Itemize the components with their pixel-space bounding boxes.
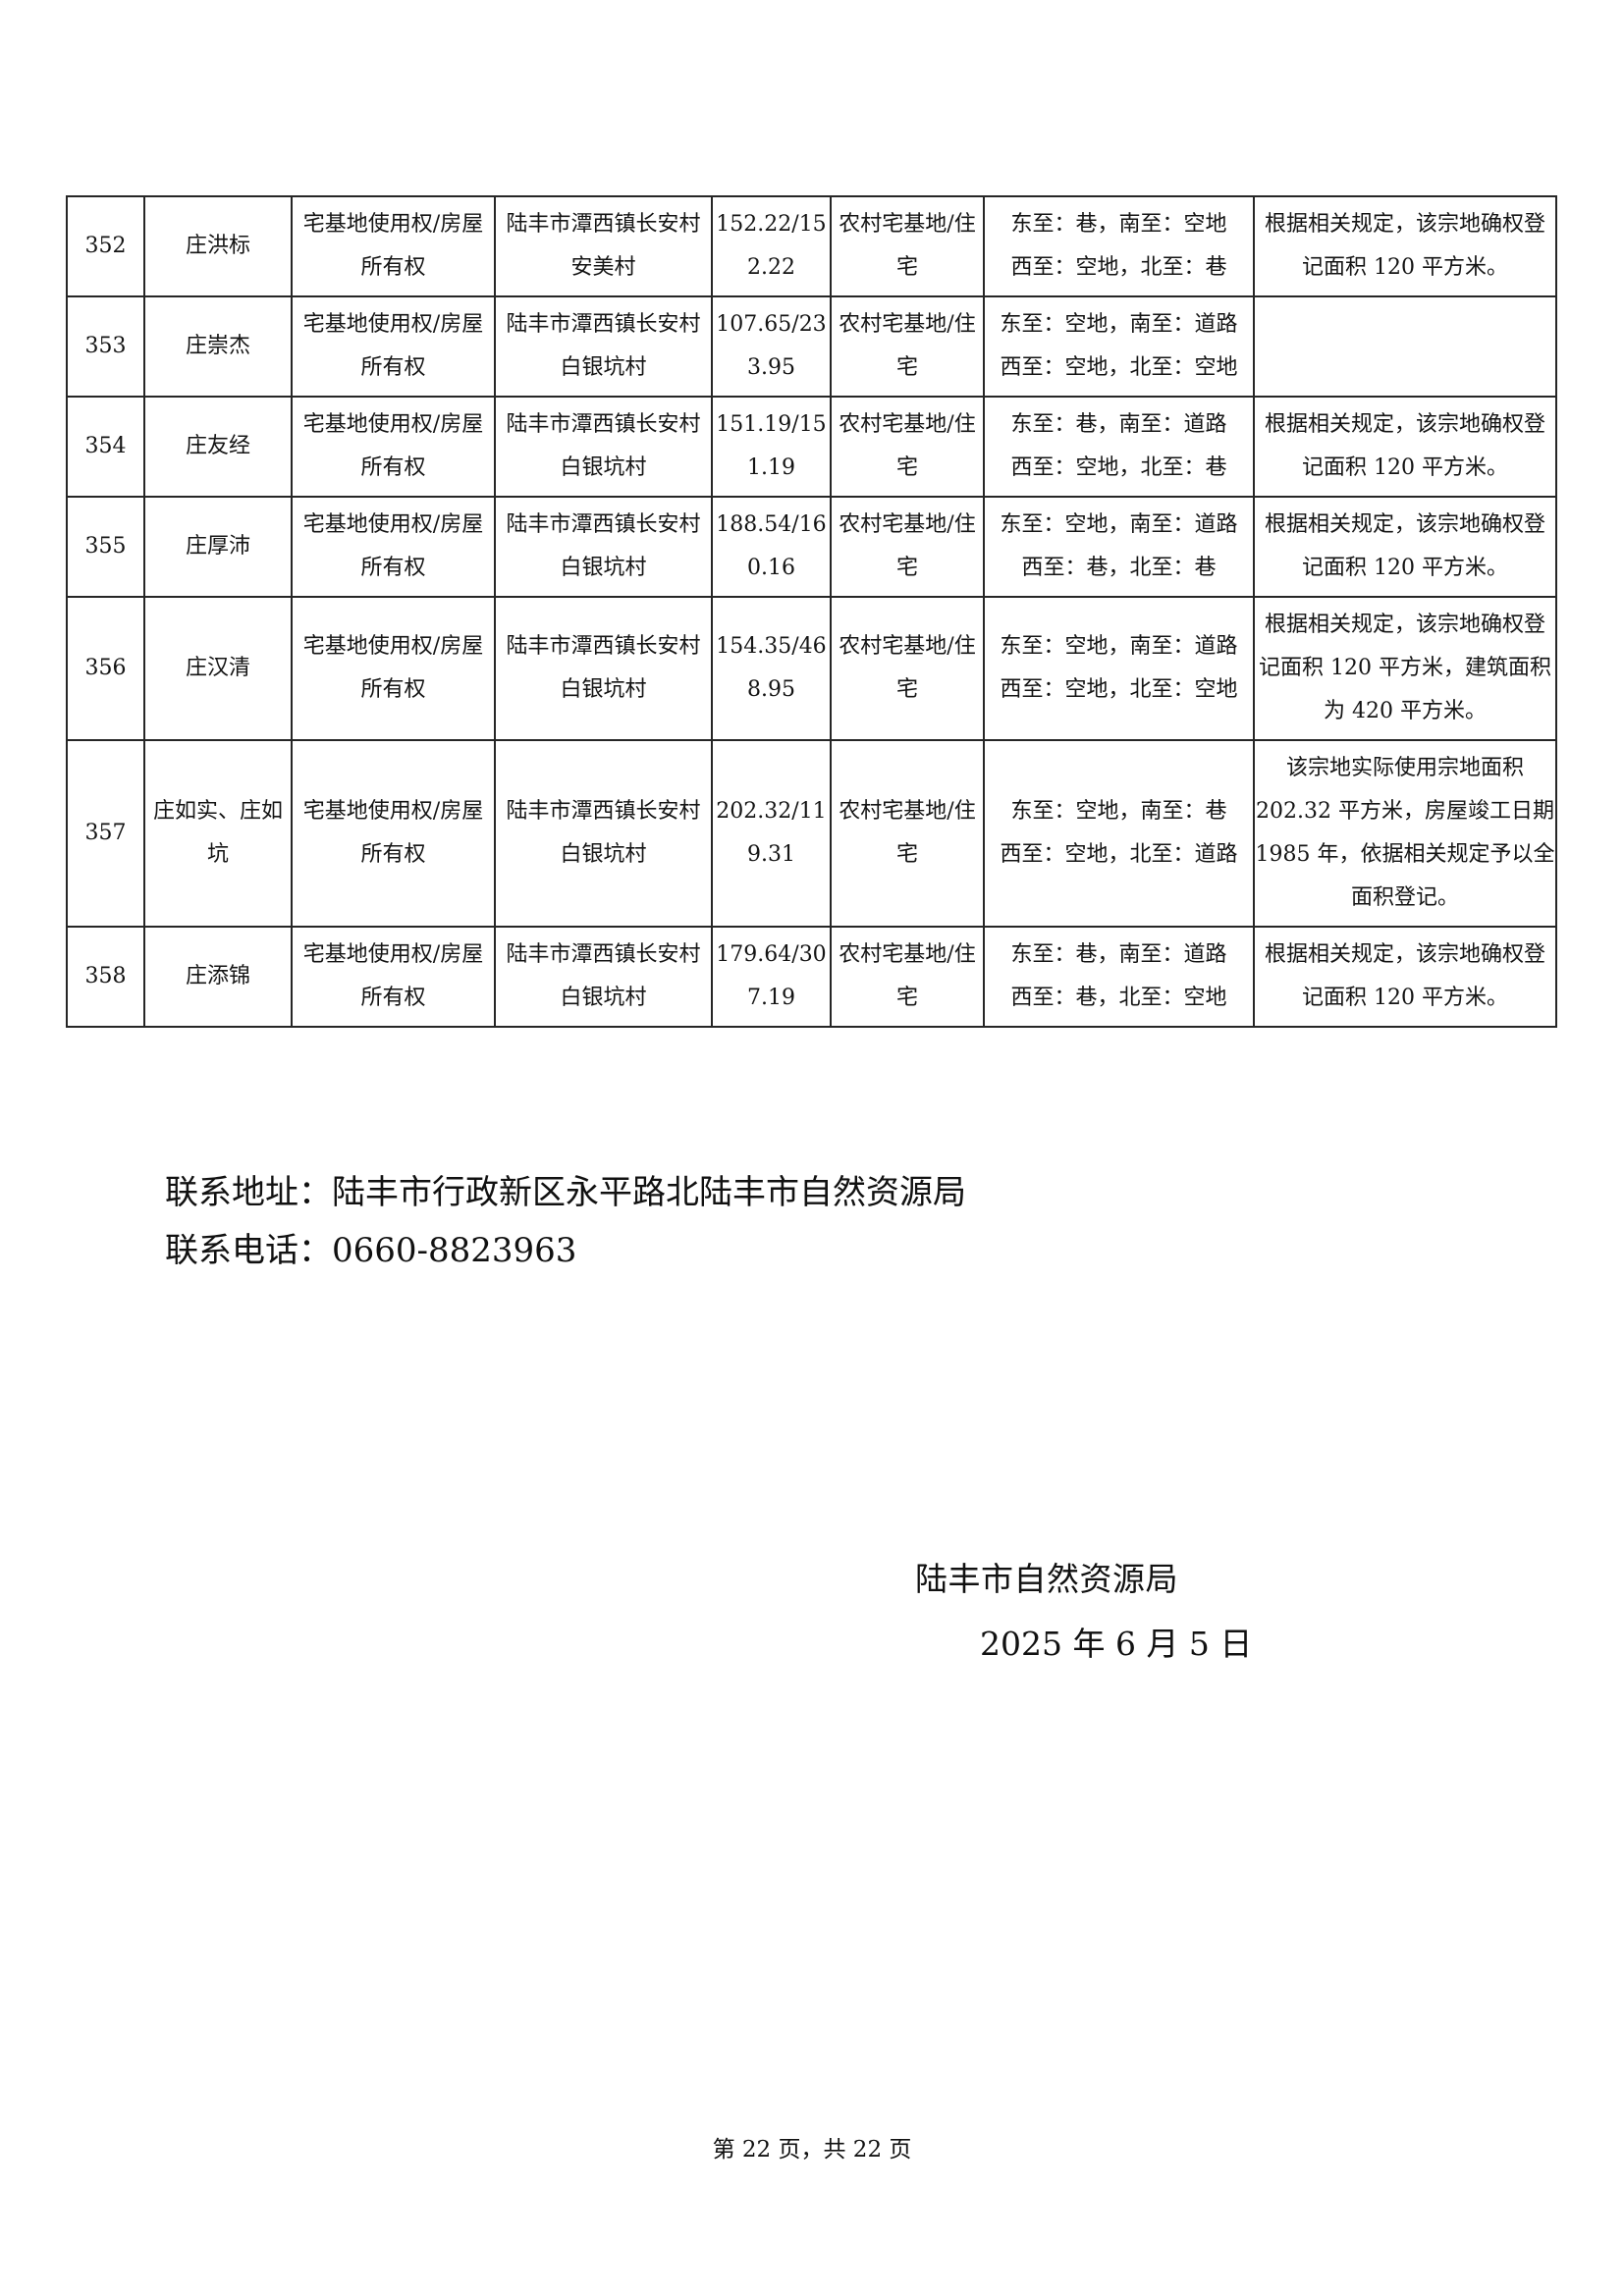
contact-block: 联系地址：陆丰市行政新区永平路北陆丰市自然资源局 联系电话：0660-88239… [165, 1164, 966, 1280]
cell-owner-name: 庄汉清 [143, 596, 293, 741]
signature-date: 2025 年 6 月 5 日 [980, 1625, 1253, 1663]
table-row: 358 庄添锦 宅基地使用权/房屋所有权 陆丰市潭西镇长安村白银坑村 179.6… [66, 926, 1557, 1028]
cell-right-type: 宅基地使用权/房屋所有权 [291, 195, 496, 297]
cell-serial-number: 355 [66, 496, 145, 598]
cell-owner-name: 庄崇杰 [143, 295, 293, 398]
cell-boundaries: 东至：巷，南至：道路 西至：巷，北至：空地 [983, 926, 1255, 1028]
cell-right-type: 宅基地使用权/房屋所有权 [291, 596, 496, 741]
cell-area: 154.35/468.95 [711, 596, 832, 741]
table-row: 352 庄洪标 宅基地使用权/房屋所有权 陆丰市潭西镇长安村安美村 152.22… [66, 195, 1557, 297]
cell-location: 陆丰市潭西镇长安村白银坑村 [494, 739, 713, 928]
cell-right-type: 宅基地使用权/房屋所有权 [291, 496, 496, 598]
cell-area: 107.65/233.95 [711, 295, 832, 398]
cell-serial-number: 354 [66, 396, 145, 498]
contact-address: 联系地址：陆丰市行政新区永平路北陆丰市自然资源局 [165, 1173, 966, 1212]
cell-notes: 根据相关规定，该宗地确权登记面积 120 平方米。 [1253, 396, 1557, 498]
cell-owner-name: 庄如实、庄如坑 [143, 739, 293, 928]
table-row: 357 庄如实、庄如坑 宅基地使用权/房屋所有权 陆丰市潭西镇长安村白银坑村 2… [66, 739, 1557, 928]
cell-land-use: 农村宅基地/住宅 [830, 396, 985, 498]
cell-boundaries: 东至：空地，南至：道路 西至：空地，北至：空地 [983, 295, 1255, 398]
cell-boundaries: 东至：空地，南至：道路 西至：巷，北至：巷 [983, 496, 1255, 598]
cell-owner-name: 庄洪标 [143, 195, 293, 297]
cell-area: 179.64/307.19 [711, 926, 832, 1028]
cell-location: 陆丰市潭西镇长安村安美村 [494, 195, 713, 297]
cell-area: 151.19/151.19 [711, 396, 832, 498]
contact-phone: 联系电话：0660-8823963 [165, 1231, 577, 1270]
cell-boundaries: 东至：空地，南至：巷 西至：空地，北至：道路 [983, 739, 1255, 928]
cell-serial-number: 357 [66, 739, 145, 928]
cell-notes: 该宗地实际使用宗地面积 202.32 平方米，房屋竣工日期 1985 年，依据相… [1253, 739, 1557, 928]
page-footer: 第 22 页，共 22 页 [712, 2137, 912, 2163]
cell-land-use: 农村宅基地/住宅 [830, 195, 985, 297]
signature-organization: 陆丰市自然资源局 [915, 1560, 1178, 1598]
table-row: 356 庄汉清 宅基地使用权/房屋所有权 陆丰市潭西镇长安村白银坑村 154.3… [66, 596, 1557, 741]
cell-land-use: 农村宅基地/住宅 [830, 739, 985, 928]
cell-land-use: 农村宅基地/住宅 [830, 596, 985, 741]
cell-notes: 根据相关规定，该宗地确权登记面积 120 平方米，建筑面积为 420 平方米。 [1253, 596, 1557, 741]
cell-location: 陆丰市潭西镇长安村白银坑村 [494, 596, 713, 741]
cell-right-type: 宅基地使用权/房屋所有权 [291, 295, 496, 398]
cell-notes: 根据相关规定，该宗地确权登记面积 120 平方米。 [1253, 195, 1557, 297]
cell-land-use: 农村宅基地/住宅 [830, 295, 985, 398]
table-row: 354 庄友经 宅基地使用权/房屋所有权 陆丰市潭西镇长安村白银坑村 151.1… [66, 396, 1557, 498]
cell-land-use: 农村宅基地/住宅 [830, 926, 985, 1028]
cell-serial-number: 353 [66, 295, 145, 398]
cell-notes: 根据相关规定，该宗地确权登记面积 120 平方米。 [1253, 926, 1557, 1028]
cell-right-type: 宅基地使用权/房屋所有权 [291, 926, 496, 1028]
cell-area: 188.54/160.16 [711, 496, 832, 598]
cell-owner-name: 庄友经 [143, 396, 293, 498]
cell-boundaries: 东至：巷，南至：道路 西至：空地，北至：巷 [983, 396, 1255, 498]
cell-serial-number: 352 [66, 195, 145, 297]
table-row: 353 庄崇杰 宅基地使用权/房屋所有权 陆丰市潭西镇长安村白银坑村 107.6… [66, 295, 1557, 398]
table-row: 355 庄厚沛 宅基地使用权/房屋所有权 陆丰市潭西镇长安村白银坑村 188.5… [66, 496, 1557, 598]
cell-serial-number: 358 [66, 926, 145, 1028]
land-registration-table: 352 庄洪标 宅基地使用权/房屋所有权 陆丰市潭西镇长安村安美村 152.22… [66, 195, 1557, 1028]
cell-serial-number: 356 [66, 596, 145, 741]
cell-right-type: 宅基地使用权/房屋所有权 [291, 739, 496, 928]
cell-notes [1253, 295, 1557, 398]
cell-area: 152.22/152.22 [711, 195, 832, 297]
cell-notes: 根据相关规定，该宗地确权登记面积 120 平方米。 [1253, 496, 1557, 598]
cell-owner-name: 庄厚沛 [143, 496, 293, 598]
cell-right-type: 宅基地使用权/房屋所有权 [291, 396, 496, 498]
cell-location: 陆丰市潭西镇长安村白银坑村 [494, 396, 713, 498]
cell-location: 陆丰市潭西镇长安村白银坑村 [494, 926, 713, 1028]
cell-land-use: 农村宅基地/住宅 [830, 496, 985, 598]
cell-location: 陆丰市潭西镇长安村白银坑村 [494, 295, 713, 398]
cell-location: 陆丰市潭西镇长安村白银坑村 [494, 496, 713, 598]
cell-owner-name: 庄添锦 [143, 926, 293, 1028]
cell-boundaries: 东至：空地，南至：道路 西至：空地，北至：空地 [983, 596, 1255, 741]
cell-boundaries: 东至：巷，南至：空地 西至：空地，北至：巷 [983, 195, 1255, 297]
cell-area: 202.32/119.31 [711, 739, 832, 928]
